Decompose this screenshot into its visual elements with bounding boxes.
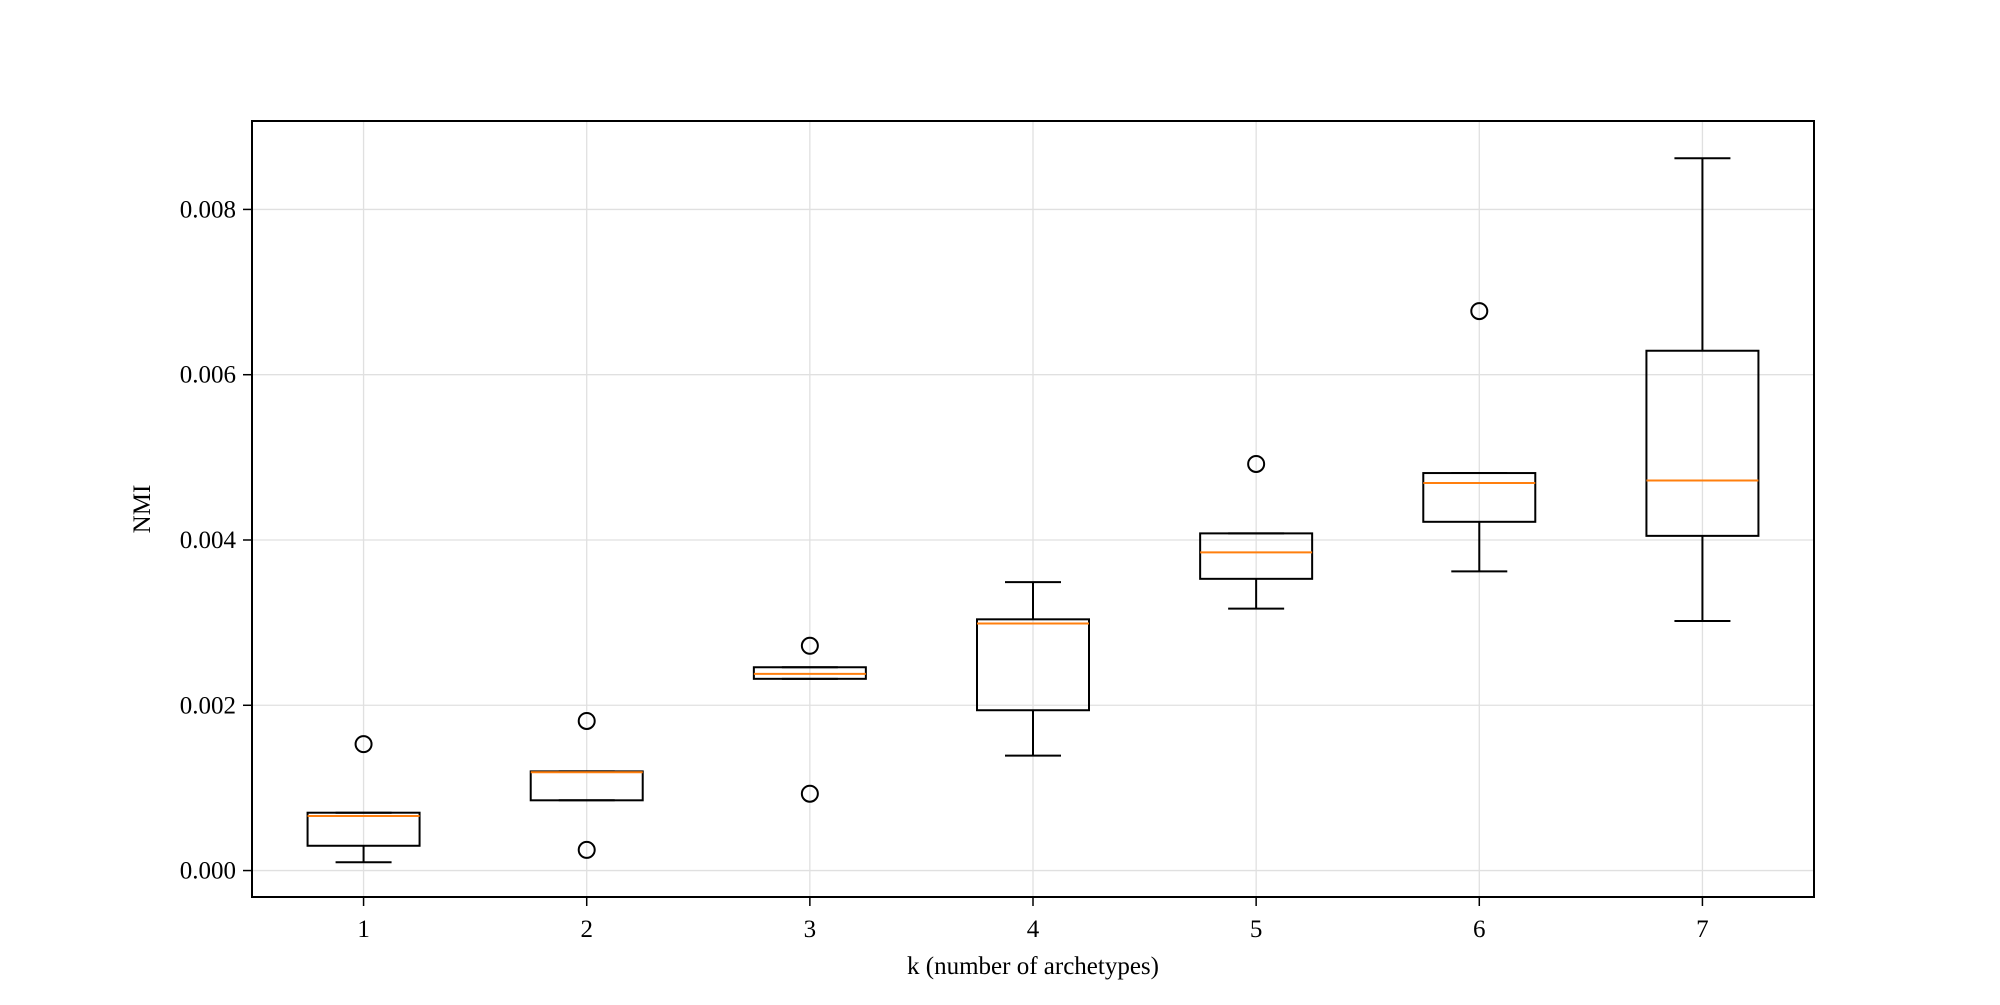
x-tick-label: 6	[1473, 916, 1486, 943]
x-tick-label: 2	[580, 916, 593, 943]
box-iqr	[1645, 349, 1760, 537]
box-iqr	[1422, 472, 1537, 523]
y-axis-label: NMI	[129, 485, 156, 534]
y-tick-label: 0.006	[180, 362, 236, 389]
y-tick-label: 0.000	[180, 858, 236, 885]
box-layer	[306, 157, 1760, 864]
y-tick-label: 0.008	[180, 196, 236, 223]
box-iqr	[976, 618, 1090, 712]
x-tick-label: 4	[1027, 916, 1040, 943]
box-iqr	[306, 811, 421, 847]
x-tick-label: 7	[1696, 916, 1709, 943]
outlier-point	[1470, 302, 1489, 321]
outlier-point	[1247, 454, 1266, 473]
x-tick-label: 1	[357, 916, 370, 943]
tick-layer: 1 2 3 4 5 6 7 0.000 0.002 0.004 0.006 0.008	[180, 196, 1709, 943]
box-iqr	[1199, 532, 1314, 580]
outlier-point	[800, 636, 819, 655]
y-tick-label: 0.004	[180, 527, 237, 554]
outlier-point	[577, 840, 596, 859]
x-tick-label: 3	[804, 916, 817, 943]
outlier-point	[800, 784, 819, 803]
x-axis-label: k (number of archetypes)	[907, 953, 1159, 980]
outlier-point	[577, 711, 596, 730]
outlier-point	[354, 735, 373, 754]
grid-layer	[252, 121, 1814, 897]
y-tick-label: 0.002	[180, 692, 236, 719]
x-tick-label: 5	[1250, 916, 1263, 943]
